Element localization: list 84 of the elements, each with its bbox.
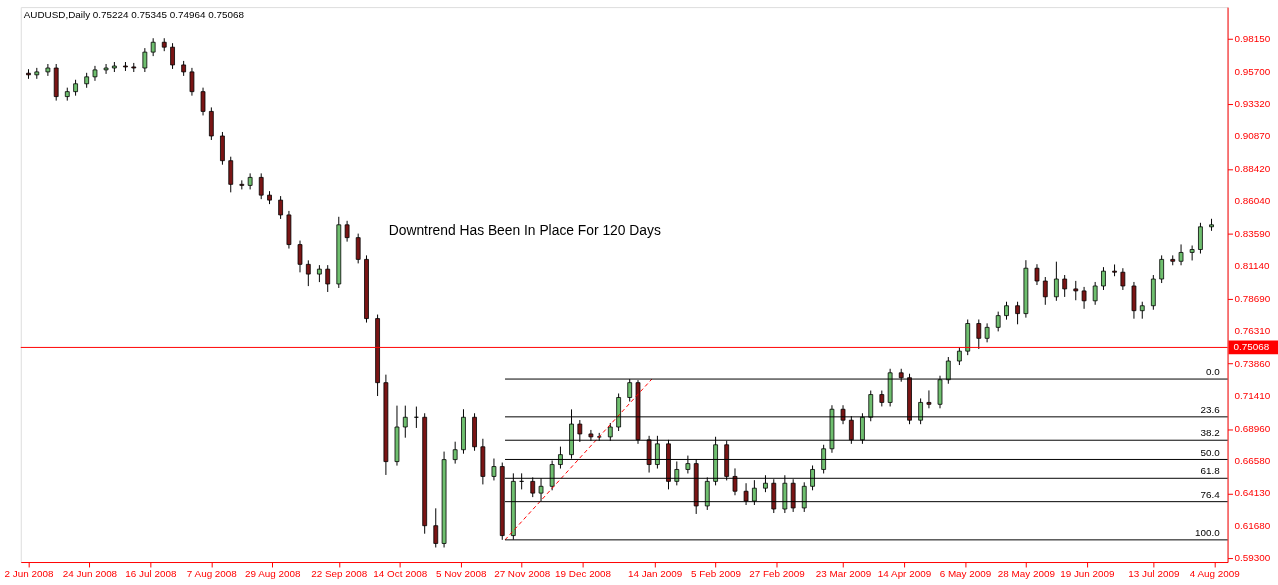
x-tick-label: 27 Nov 2008	[494, 568, 551, 580]
y-tick-label: 0.71410	[1234, 390, 1271, 402]
candlestick	[995, 311, 1001, 332]
annotation: 100.0	[1195, 526, 1221, 538]
candlestick	[1062, 274, 1068, 298]
candlestick	[1198, 222, 1203, 255]
y-tick-label: 0.90870	[1234, 130, 1271, 142]
candlestick	[92, 65, 98, 82]
candlestick	[1092, 281, 1098, 306]
candlestick	[325, 264, 331, 293]
annotation: 50.0	[1200, 446, 1221, 458]
x-tick-label: 5 Feb 2009	[691, 568, 742, 580]
annotation: 23.6	[1200, 403, 1221, 415]
candlestick	[433, 507, 439, 548]
annotation: 61.8	[1200, 465, 1221, 477]
candlestick	[297, 240, 303, 273]
candlestick	[355, 233, 361, 264]
annotation: 76.4	[1200, 488, 1221, 500]
candlestick	[491, 458, 497, 481]
x-tick-label: 24 Jun 2008	[62, 568, 118, 580]
y-tick-label: 0.83590	[1234, 227, 1271, 239]
candlestick	[278, 195, 283, 220]
y-tick-label: 0.98150	[1234, 33, 1271, 45]
x-tick-label: 22 Sep 2008	[311, 568, 368, 580]
y-tick-label: 0.88420	[1234, 163, 1271, 175]
candlestick	[103, 63, 109, 75]
y-tick-label: 0.73860	[1234, 357, 1271, 369]
candlestick	[189, 67, 195, 97]
x-tick-label: 27 Feb 2009	[749, 568, 806, 580]
x-tick-label: 19 Dec 2008	[555, 568, 612, 580]
x-tick-label: 14 Apr 2009	[877, 568, 932, 580]
y-tick-label: 0.64130	[1234, 487, 1271, 499]
candlestick	[1034, 263, 1040, 286]
candlestick	[1101, 266, 1106, 291]
candlestick	[976, 319, 982, 350]
candlestick	[1053, 261, 1059, 302]
ref-line-label: 0.75068	[1233, 341, 1270, 353]
annotation: 0.0	[1206, 366, 1221, 378]
candlestick	[984, 322, 990, 343]
candlestick	[402, 405, 408, 439]
candlestick	[1178, 243, 1184, 266]
candlestick	[1159, 254, 1165, 284]
y-tick-label: 0.86040	[1234, 194, 1271, 206]
candlestick	[926, 389, 932, 409]
x-tick-label: 14 Jan 2009	[627, 568, 683, 580]
x-tick-label: 4 Aug 2009	[1189, 568, 1241, 580]
y-tick-label: 0.61680	[1234, 520, 1271, 532]
x-tick-label: 7 Aug 2008	[186, 568, 238, 580]
candlestick	[142, 47, 148, 73]
candlestick	[1073, 280, 1079, 301]
annotation: Downtrend Has Been In Place For 120 Days	[388, 221, 661, 238]
candlestick	[45, 63, 51, 77]
candlestick	[200, 87, 206, 116]
x-tick-label: 14 Oct 2008	[373, 568, 428, 580]
candlestick	[344, 220, 350, 243]
y-tick-label: 0.78690	[1234, 293, 1271, 305]
candlestick	[1120, 267, 1126, 291]
x-tick-label: 28 May 2009	[997, 568, 1056, 580]
x-tick-label: 23 Mar 2009	[815, 568, 872, 580]
x-tick-label: 5 Nov 2008	[435, 568, 487, 580]
y-tick-label: 0.59300	[1234, 551, 1271, 563]
y-tick-label: 0.76310	[1234, 324, 1271, 336]
candlestick	[170, 42, 175, 70]
y-tick-label: 0.93320	[1234, 97, 1271, 109]
candlestick	[1081, 286, 1087, 310]
candlestick	[305, 259, 311, 287]
x-tick-label: 19 Jun 2009	[1060, 568, 1116, 580]
chart-title: AUDUSD,Daily 0.75224 0.75345 0.74964 0.75068	[23, 8, 245, 20]
y-tick-label: 0.66580	[1234, 454, 1271, 466]
candlestick	[452, 441, 458, 465]
x-tick-label: 13 Jul 2009	[1128, 568, 1180, 580]
annotation: 38.2	[1200, 427, 1220, 439]
candlestick	[258, 172, 264, 200]
candlestick	[228, 156, 234, 193]
y-tick-label: 0.68960	[1234, 422, 1271, 434]
candlestick	[1189, 245, 1195, 261]
x-tick-label: 6 May 2009	[939, 568, 992, 580]
candlestick	[1015, 301, 1020, 325]
x-tick-label: 16 Jul 2008	[125, 568, 177, 580]
y-tick-label: 0.95700	[1234, 65, 1271, 77]
candlestick	[1042, 276, 1048, 306]
y-tick-label: 0.81140	[1234, 260, 1270, 272]
x-tick-label: 2 Jun 2008	[4, 568, 54, 580]
x-tick-label: 29 Aug 2008	[245, 568, 302, 580]
